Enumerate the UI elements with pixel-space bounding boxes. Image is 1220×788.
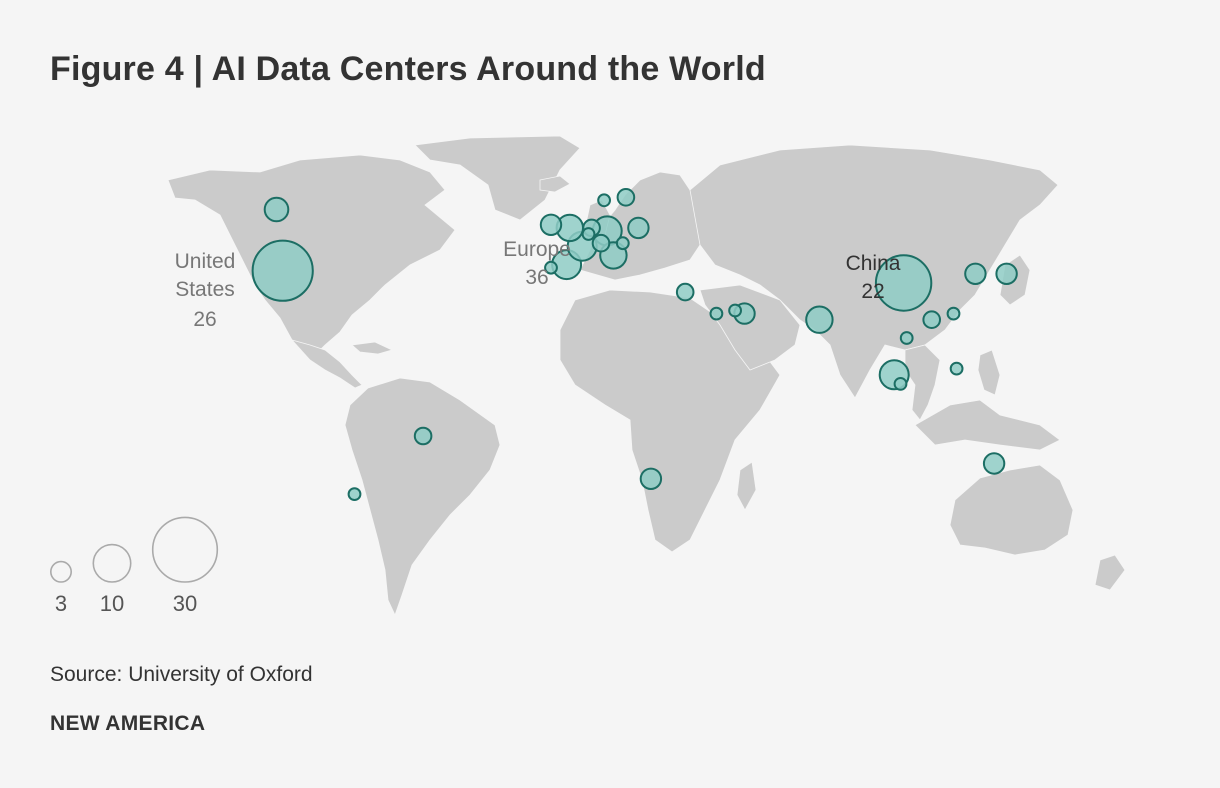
data-center-bubbles — [251, 188, 1018, 502]
bubble-hong-kong — [922, 310, 942, 330]
brand-logo-text: NEW AMERICA — [50, 712, 206, 735]
landmass-philippines — [977, 349, 1001, 396]
source-note: Source: University of Oxford — [50, 663, 313, 686]
legend-circle-10 — [92, 543, 132, 583]
bubble-india — [805, 305, 834, 334]
bubble-qatar — [728, 303, 742, 318]
landmass-asia — [689, 144, 1059, 399]
bubble-japan — [995, 262, 1018, 285]
bubble-sweden — [616, 188, 636, 207]
legend-circle-30 — [151, 516, 219, 583]
bubble-chile — [347, 487, 362, 502]
bubble-vietnam — [899, 331, 914, 345]
region-label-united-states-line2: States — [175, 278, 235, 301]
bubble-taiwan — [946, 306, 961, 321]
landmass-caribbean — [351, 341, 394, 355]
bubble-israel — [675, 282, 695, 302]
region-label-china: China — [846, 252, 901, 275]
region-label-united-states-line1: United — [175, 250, 236, 273]
bubble-poland — [627, 216, 650, 240]
bubble-south-korea — [964, 262, 987, 285]
landmass-south-america — [344, 377, 501, 617]
legend-circle-3 — [49, 560, 72, 583]
bubble-ireland — [539, 213, 563, 237]
bubble-saudi-arabia — [709, 306, 724, 321]
bubble-portugal — [544, 260, 558, 275]
landmass-north-america — [167, 154, 456, 356]
legend-label-3: 3 — [55, 591, 67, 616]
landmass-central-america — [290, 339, 363, 389]
bubble-australia — [982, 452, 1006, 475]
region-total-china: 22 — [861, 280, 884, 303]
landmass-iceland — [539, 175, 571, 193]
bubble-canada — [263, 196, 290, 223]
bubble-belgium — [581, 227, 596, 241]
landmass-southeast-asia — [904, 344, 941, 421]
region-total-europe: 36 — [525, 266, 548, 289]
landmass-indonesia — [914, 399, 1061, 451]
landmass-greenland — [414, 135, 581, 221]
bubble-austria — [615, 236, 630, 251]
landmass-new-zealand — [1094, 554, 1126, 591]
bubble-united-states — [251, 239, 314, 302]
bubble-norway — [597, 193, 611, 208]
bubble-singapore — [893, 377, 908, 391]
landmass-madagascar — [736, 461, 757, 511]
size-legend: 3 10 30 — [49, 516, 219, 616]
landmass-australia — [949, 464, 1074, 556]
bubble-brazil — [413, 426, 433, 446]
bubble-switzerland — [591, 233, 611, 253]
region-total-united-states: 26 — [193, 308, 216, 331]
bubble-china — [874, 254, 933, 312]
legend-label-30: 30 — [173, 591, 197, 616]
figure-title: Figure 4 | AI Data Centers Around the Wo… — [50, 50, 766, 88]
bubble-south-africa — [639, 467, 663, 490]
region-total-labels: United States 26 Europe 36 China 22 — [175, 238, 901, 331]
legend-label-10: 10 — [100, 591, 124, 616]
region-label-europe: Europe — [503, 238, 571, 261]
bubble-philippines — [949, 361, 964, 376]
land-masses — [167, 135, 1126, 617]
